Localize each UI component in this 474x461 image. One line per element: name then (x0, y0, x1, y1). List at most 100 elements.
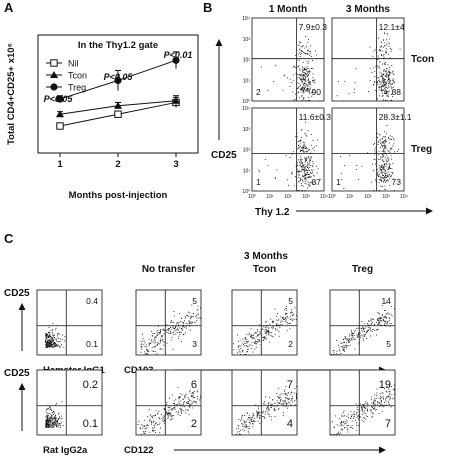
event-dot (243, 344, 244, 345)
event-dot (49, 417, 51, 419)
event-dot (283, 412, 284, 414)
event-dot (184, 332, 186, 334)
event-dot (374, 330, 376, 331)
event-dot (302, 82, 304, 84)
event-dot (47, 423, 48, 425)
event-dot (184, 395, 186, 397)
event-dot (377, 404, 379, 406)
event-dot (191, 304, 193, 306)
x-axis-label: Thy 1.2 (255, 207, 290, 218)
event-dot (252, 412, 254, 414)
event-dot (53, 411, 55, 413)
event-dot (346, 338, 348, 340)
event-dot (297, 76, 299, 78)
event-dot (47, 415, 48, 417)
event-dot (45, 420, 47, 422)
event-dot (286, 309, 288, 311)
event-dot (297, 53, 299, 55)
event-dot (365, 413, 367, 414)
event-dot (258, 339, 260, 341)
event-dot (308, 170, 310, 171)
quadrant-top-right: 7.9±0.3 (299, 22, 328, 32)
event-dot (313, 89, 315, 91)
event-dot (384, 402, 385, 403)
event-dot (392, 79, 394, 81)
event-dot (308, 177, 310, 179)
event-dot (369, 325, 371, 326)
event-dot (377, 318, 378, 320)
quadrant-top-right: 0.4 (86, 296, 98, 306)
event-dot (377, 57, 379, 59)
event-dot (302, 92, 304, 94)
event-dot (47, 417, 49, 419)
event-dot (164, 419, 166, 421)
event-dot (153, 421, 155, 422)
event-dot (388, 82, 390, 84)
event-dot (296, 393, 297, 395)
event-dot (47, 339, 49, 341)
event-dot (381, 54, 382, 55)
plot-frame (135, 289, 202, 356)
event-dot (380, 144, 382, 146)
event-dot (304, 83, 305, 84)
event-dot (163, 420, 165, 422)
event-dot (341, 415, 343, 417)
event-dot (52, 336, 54, 338)
event-dot (54, 422, 56, 423)
event-dot (372, 322, 373, 323)
event-dot (58, 346, 60, 347)
event-dot (302, 46, 303, 47)
event-dot (362, 327, 364, 329)
event-dot (380, 176, 382, 178)
event-dot (371, 412, 373, 414)
event-dot (372, 415, 373, 417)
event-dot (381, 404, 383, 406)
event-dot (376, 46, 377, 48)
event-dot (301, 51, 303, 52)
event-dot (384, 177, 386, 179)
legend-label: Treg (68, 83, 86, 93)
event-dot (250, 348, 252, 349)
event-dot (180, 410, 182, 412)
event-dot (374, 404, 376, 405)
quadrant-bottom-right: 0.1 (83, 418, 98, 430)
event-dot (392, 145, 394, 147)
event-dot (378, 312, 380, 314)
event-dot (386, 83, 388, 85)
event-dot (374, 400, 376, 402)
event-dot (383, 165, 385, 166)
y-tick-label: 10¹ (243, 78, 251, 84)
event-dot (151, 350, 153, 352)
event-dot (305, 160, 307, 162)
event-dot (380, 397, 382, 398)
event-dot (389, 163, 390, 165)
event-dot (302, 90, 304, 91)
event-dot (310, 156, 312, 157)
event-dot (246, 351, 247, 353)
x-tick-label: 1 (57, 159, 63, 170)
event-dot (383, 73, 385, 75)
event-dot (375, 162, 377, 164)
y-tick-label: 10² (243, 148, 251, 154)
event-dot (294, 400, 296, 402)
event-dot (376, 392, 378, 394)
event-dot (289, 78, 291, 80)
event-dot (181, 394, 183, 396)
event-dot (392, 83, 394, 84)
event-dot (174, 407, 176, 408)
event-dot (292, 318, 294, 320)
event-dot (302, 61, 304, 63)
event-dot (306, 87, 308, 89)
event-dot (142, 426, 144, 428)
event-dot (173, 408, 175, 409)
event-dot (390, 100, 392, 101)
event-dot (171, 321, 173, 323)
event-dot (238, 349, 240, 351)
event-dot (297, 170, 299, 172)
event-dot (343, 410, 345, 412)
event-dot (308, 150, 310, 151)
event-dot (155, 423, 156, 425)
event-dot (183, 403, 185, 405)
event-dot (398, 148, 399, 150)
event-dot (156, 331, 158, 333)
